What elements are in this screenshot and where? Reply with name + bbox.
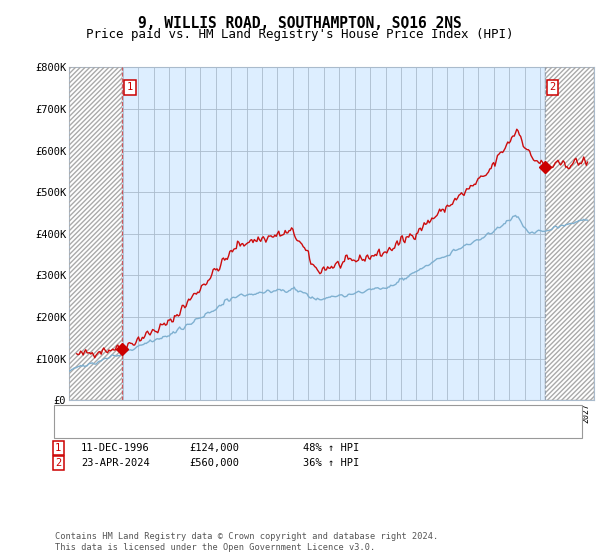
Text: This data is licensed under the Open Government Licence v3.0.: This data is licensed under the Open Gov… (55, 543, 376, 552)
Text: 1: 1 (127, 82, 133, 92)
Text: 36% ↑ HPI: 36% ↑ HPI (303, 458, 359, 468)
Text: Contains HM Land Registry data © Crown copyright and database right 2024.: Contains HM Land Registry data © Crown c… (55, 532, 439, 541)
Text: £560,000: £560,000 (189, 458, 239, 468)
Text: 11-DEC-1996: 11-DEC-1996 (81, 443, 150, 453)
Text: Price paid vs. HM Land Registry's House Price Index (HPI): Price paid vs. HM Land Registry's House … (86, 28, 514, 41)
Bar (69, 67, 122, 400)
Text: 48% ↑ HPI: 48% ↑ HPI (303, 443, 359, 453)
Text: HPI: Average price, detached house, Southampton: HPI: Average price, detached house, Sout… (102, 424, 384, 434)
Bar (69, 67, 122, 400)
Bar (545, 67, 594, 400)
Text: 2: 2 (55, 458, 61, 468)
Text: 9, WILLIS ROAD, SOUTHAMPTON, SO16 2NS (detached house): 9, WILLIS ROAD, SOUTHAMPTON, SO16 2NS (d… (102, 411, 426, 421)
Text: 9, WILLIS ROAD, SOUTHAMPTON, SO16 2NS: 9, WILLIS ROAD, SOUTHAMPTON, SO16 2NS (138, 16, 462, 31)
Text: 1: 1 (55, 443, 61, 453)
Text: £124,000: £124,000 (189, 443, 239, 453)
Text: 23-APR-2024: 23-APR-2024 (81, 458, 150, 468)
Text: 2: 2 (550, 82, 556, 92)
Bar (545, 67, 594, 400)
